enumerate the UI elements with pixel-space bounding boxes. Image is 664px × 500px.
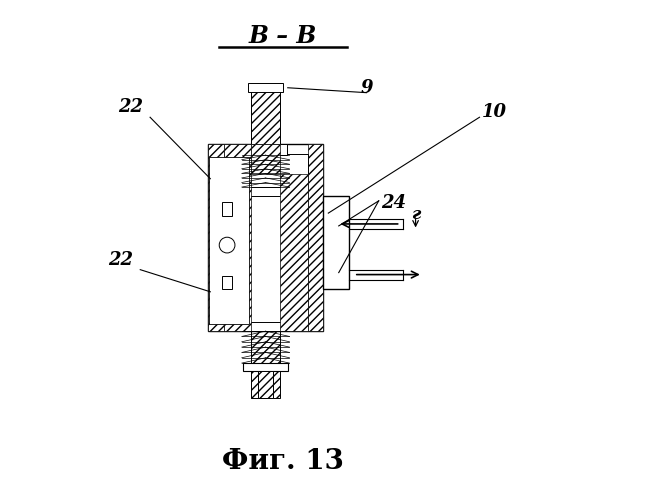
Bar (251, 144, 280, 174)
Text: 9: 9 (360, 78, 373, 97)
Bar (244, 144, 287, 155)
Text: 22: 22 (118, 98, 143, 116)
Text: 22: 22 (108, 251, 133, 269)
Bar (222, 202, 232, 215)
Text: г: г (411, 206, 420, 223)
Bar (222, 276, 232, 289)
Bar (208, 144, 224, 331)
Text: Фиг. 13: Фиг. 13 (222, 448, 344, 475)
Circle shape (219, 237, 235, 253)
Bar (208, 144, 323, 331)
Bar (258, 371, 273, 398)
Text: 10: 10 (482, 104, 507, 122)
Text: B – B: B – B (248, 24, 317, 48)
Bar (307, 144, 323, 331)
Text: 24: 24 (381, 194, 406, 212)
Bar (209, 156, 250, 324)
Bar (224, 154, 307, 326)
Bar (242, 187, 289, 196)
Bar (243, 363, 288, 371)
Bar (251, 83, 280, 144)
Bar (248, 83, 284, 92)
Bar (280, 174, 307, 331)
Bar (242, 322, 289, 331)
Bar (323, 196, 349, 290)
Bar (224, 144, 251, 331)
Bar (251, 83, 280, 398)
